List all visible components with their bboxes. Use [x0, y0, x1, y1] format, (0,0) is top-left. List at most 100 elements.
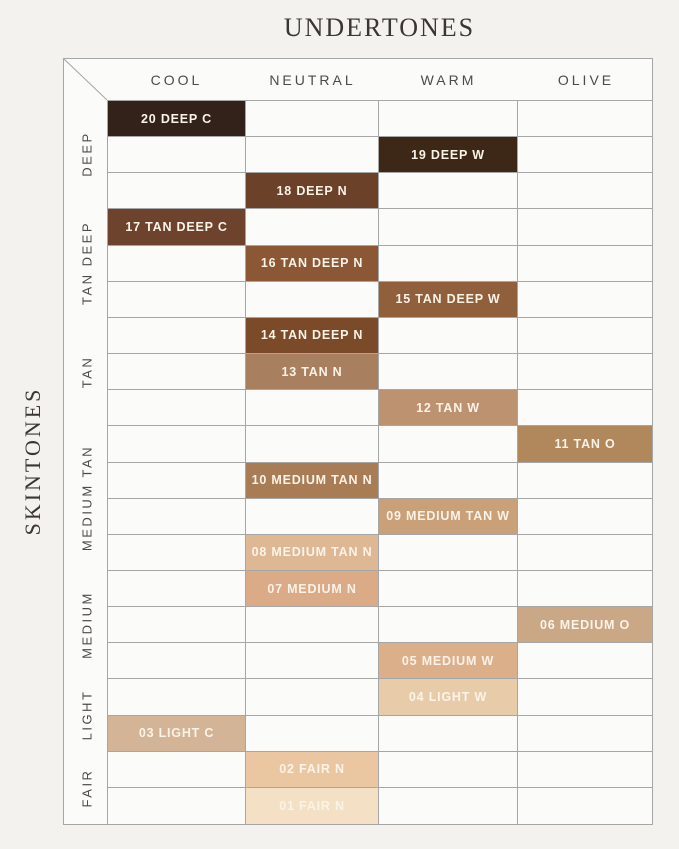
empty-cell	[518, 643, 652, 680]
shade-label: 03 LIGHT C	[138, 726, 215, 741]
empty-cell	[246, 498, 379, 535]
empty-cell	[518, 498, 652, 535]
empty-cell	[518, 751, 652, 788]
shade-cell-12-tan-w: 12 TAN W	[379, 390, 518, 427]
empty-cell	[108, 607, 246, 644]
empty-cell	[379, 570, 518, 608]
shade-cell-13-tan-n: 13 TAN N	[246, 354, 379, 391]
empty-cell	[246, 281, 379, 318]
empty-cell	[518, 787, 652, 824]
empty-cell	[379, 173, 518, 210]
skintones-axis-title: SKINTONES	[20, 386, 45, 536]
shade-label: 20 DEEP C	[141, 111, 212, 126]
empty-cell	[246, 137, 379, 174]
empty-cell	[379, 715, 518, 752]
empty-cell	[518, 462, 652, 499]
empty-cell	[108, 245, 246, 282]
empty-cell	[518, 570, 652, 608]
empty-cell	[379, 787, 518, 824]
shade-cell-10-medium-tan-n: 10 MEDIUM TAN N	[246, 462, 379, 499]
skintone-group-label-medium-tan: MEDIUM TAN	[79, 445, 95, 552]
empty-cell	[108, 751, 246, 788]
shade-grid: 20 DEEP C 19 DEEP W 18 DEEP N 17 TAN DEEP C…	[107, 100, 652, 824]
shade-label: 16 TAN DEEP N	[260, 256, 364, 271]
shade-cell-18-deep-n: 18 DEEP N	[246, 173, 379, 210]
empty-cell	[246, 607, 379, 644]
shade-label: 18 DEEP N	[276, 183, 348, 198]
shade-cell-15-tan-deep-w: 15 TAN DEEP W	[379, 281, 518, 318]
empty-cell	[108, 390, 246, 427]
empty-cell	[108, 354, 246, 391]
skintone-group-label-tan: TAN	[79, 355, 95, 388]
skintone-group-labels: DEEP TAN DEEP TAN MEDIUM TAN MEDIUM LIGHT FAIR	[64, 100, 107, 824]
shade-cell-11-tan-o: 11 TAN O	[518, 426, 652, 463]
shade-cell-04-light-w: 04 LIGHT W	[379, 679, 518, 716]
empty-cell	[518, 317, 652, 355]
column-header-neutral: NEUTRAL	[269, 71, 356, 88]
empty-cell	[518, 173, 652, 210]
shade-cell-19-deep-w: 19 DEEP W	[379, 137, 518, 174]
empty-cell	[108, 426, 246, 463]
shade-label: 06 MEDIUM O	[539, 617, 631, 632]
shade-cell-06-medium-o: 06 MEDIUM O	[518, 607, 652, 644]
shade-cell-03-light-c: 03 LIGHT C	[108, 715, 246, 752]
empty-cell	[379, 354, 518, 391]
empty-cell	[518, 245, 652, 282]
empty-cell	[518, 679, 652, 716]
empty-cell	[518, 354, 652, 391]
shade-label: 19 DEEP W	[411, 147, 485, 162]
empty-cell	[246, 426, 379, 463]
empty-cell	[379, 534, 518, 571]
shade-cell-09-medium-tan-w: 09 MEDIUM TAN W	[379, 498, 518, 535]
shade-label: 02 FAIR N	[279, 762, 345, 777]
empty-cell	[108, 643, 246, 680]
empty-cell	[518, 390, 652, 427]
skintone-group-label-fair: FAIR	[79, 768, 95, 808]
undertone-header-row: COOL NEUTRAL WARM OLIVE	[107, 59, 654, 100]
shade-label: 13 TAN N	[281, 364, 343, 379]
shade-label: 12 TAN W	[416, 400, 480, 415]
empty-cell	[379, 317, 518, 355]
shade-cell-17-tan-deep-c: 17 TAN DEEP C	[108, 209, 246, 246]
empty-cell	[246, 715, 379, 752]
shade-matrix: COOL NEUTRAL WARM OLIVE DEEP TAN DEEP TAN M…	[63, 58, 653, 825]
shade-cell-08-medium-tan-n: 08 MEDIUM TAN N	[246, 534, 379, 571]
corner-cell	[63, 58, 108, 101]
shade-label: 01 FAIR N	[279, 798, 345, 813]
shade-label: 04 LIGHT W	[408, 689, 488, 704]
empty-cell	[518, 715, 652, 752]
skintone-group-label-light: LIGHT	[79, 689, 95, 741]
shade-cell-05-medium-w: 05 MEDIUM W	[379, 643, 518, 680]
shade-cell-14-tan-deep-n: 14 TAN DEEP N	[246, 317, 379, 355]
column-header-warm: WARM	[420, 71, 477, 88]
shade-label: 11 TAN O	[554, 436, 616, 451]
empty-cell	[108, 498, 246, 535]
empty-cell	[518, 281, 652, 318]
undertones-axis-title: UNDERTONES	[283, 13, 476, 42]
empty-cell	[108, 534, 246, 571]
empty-cell	[246, 679, 379, 716]
shade-label: 09 MEDIUM TAN W	[386, 509, 510, 524]
empty-cell	[246, 390, 379, 427]
shade-label: 07 MEDIUM N	[267, 581, 357, 596]
shade-cell-16-tan-deep-n: 16 TAN DEEP N	[246, 245, 379, 282]
empty-cell	[108, 173, 246, 210]
empty-cell	[379, 245, 518, 282]
empty-cell	[108, 281, 246, 318]
empty-cell	[379, 101, 518, 138]
shade-label: 14 TAN DEEP N	[260, 328, 364, 343]
corner-diagonal-line	[63, 58, 108, 101]
skintone-group-label-tan-deep: TAN DEEP	[79, 220, 95, 305]
shade-label: 17 TAN DEEP C	[125, 220, 228, 235]
empty-cell	[518, 209, 652, 246]
shade-cell-01-fair-n: 01 FAIR N	[246, 787, 379, 824]
empty-cell	[108, 462, 246, 499]
empty-cell	[246, 101, 379, 138]
shade-label: 08 MEDIUM TAN N	[251, 545, 373, 560]
empty-cell	[379, 426, 518, 463]
shade-cell-07-medium-n: 07 MEDIUM N	[246, 570, 379, 608]
empty-cell	[246, 643, 379, 680]
empty-cell	[246, 209, 379, 246]
empty-cell	[108, 137, 246, 174]
